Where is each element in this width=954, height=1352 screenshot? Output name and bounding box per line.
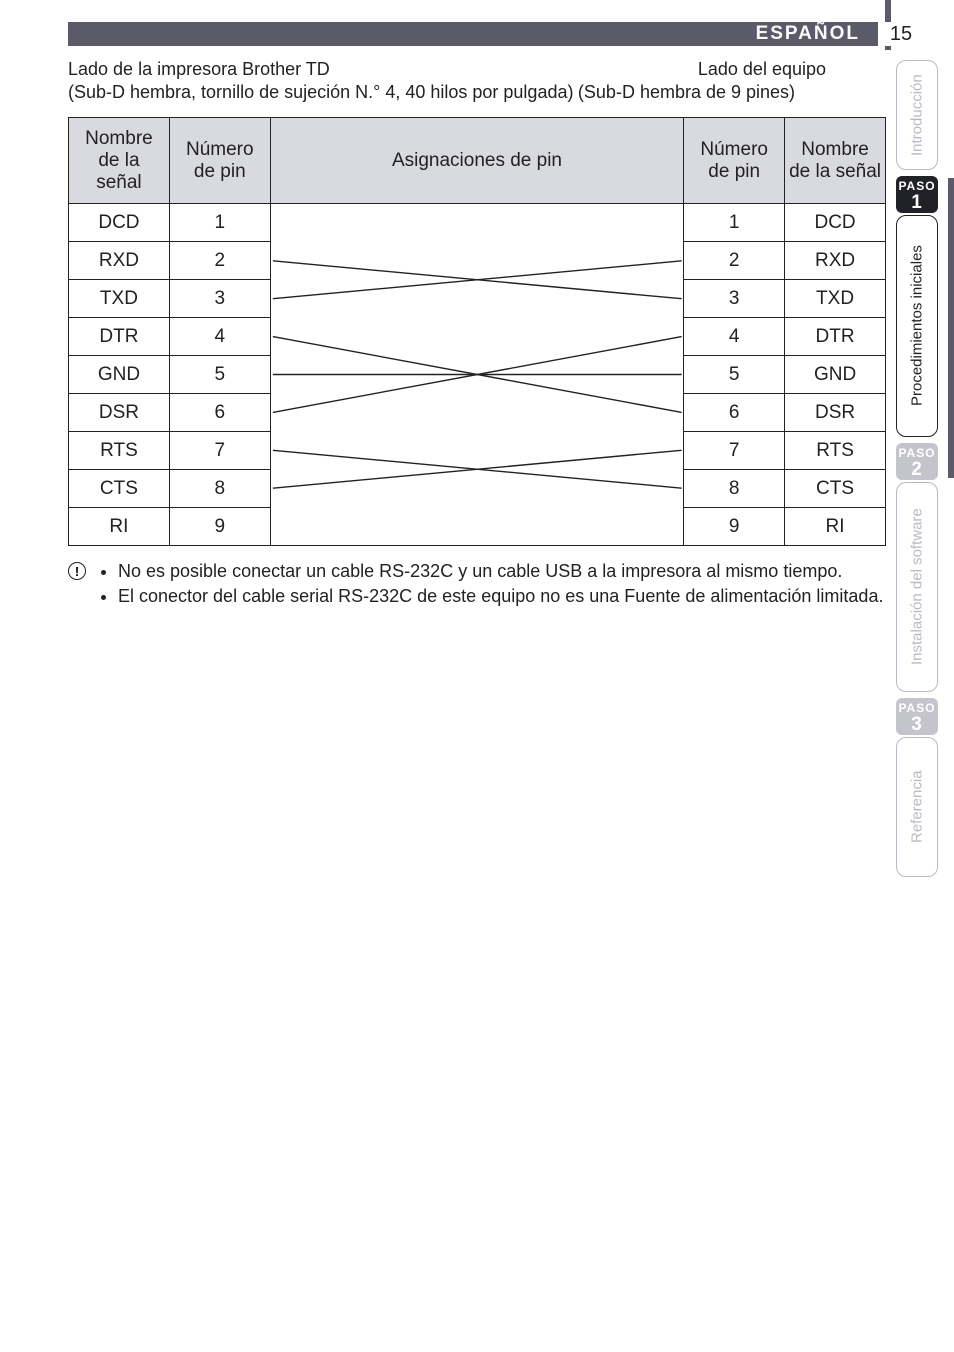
paso-2-badge: PASO 2 bbox=[896, 443, 938, 480]
table-header-row: Nombre de la señal Número de pin Asignac… bbox=[69, 118, 886, 204]
cell-pin-right: 2 bbox=[684, 242, 785, 280]
warning-notes: ! No es posible conectar un cable RS-232… bbox=[68, 560, 886, 611]
paso-label: PASO bbox=[898, 446, 935, 460]
paso-3-number: 3 bbox=[896, 715, 938, 734]
note-item: El conector del cable serial RS-232C de … bbox=[118, 585, 883, 608]
nav-tab-referencia[interactable]: Referencia bbox=[896, 737, 938, 877]
page-number: 15 bbox=[878, 22, 924, 46]
cell-pin-right: 5 bbox=[684, 356, 785, 394]
th-signal-left: Nombre de la señal bbox=[69, 118, 170, 204]
cell-signal-right: DSR bbox=[785, 394, 886, 432]
paso-1-number: 1 bbox=[896, 193, 938, 212]
cell-pin-right: 8 bbox=[684, 470, 785, 508]
cell-signal-right: TXD bbox=[785, 280, 886, 318]
cell-pin-right: 1 bbox=[684, 204, 785, 242]
cell-signal-left: DCD bbox=[69, 204, 170, 242]
cell-pin-left: 4 bbox=[169, 318, 270, 356]
wiring-diagram-cell bbox=[270, 204, 684, 546]
paso-label: PASO bbox=[898, 701, 935, 715]
cell-pin-right: 9 bbox=[684, 508, 785, 546]
cell-signal-right: DTR bbox=[785, 318, 886, 356]
wiring-svg bbox=[271, 204, 684, 545]
notes-list: No es posible conectar un cable RS-232C … bbox=[100, 560, 883, 611]
cell-signal-left: DTR bbox=[69, 318, 170, 356]
side-accent-strip bbox=[948, 178, 954, 478]
paso-2-number: 2 bbox=[896, 460, 938, 479]
th-signal-right: Nombre de la señal bbox=[785, 118, 886, 204]
top-header-bar: ESPAÑOL 15 bbox=[68, 22, 924, 46]
th-pin-right: Número de pin bbox=[684, 118, 785, 204]
cell-pin-left: 7 bbox=[169, 432, 270, 470]
cell-signal-left: DSR bbox=[69, 394, 170, 432]
paso-3-badge: PASO 3 bbox=[896, 698, 938, 735]
cell-signal-right: RXD bbox=[785, 242, 886, 280]
cell-signal-left: TXD bbox=[69, 280, 170, 318]
pin-assignment-table: Nombre de la señal Número de pin Asignac… bbox=[68, 117, 886, 546]
cell-pin-right: 3 bbox=[684, 280, 785, 318]
main-content: Lado de la impresora Brother TD Lado del… bbox=[68, 58, 886, 611]
cell-pin-left: 6 bbox=[169, 394, 270, 432]
th-assignments: Asignaciones de pin bbox=[270, 118, 684, 204]
cell-pin-left: 2 bbox=[169, 242, 270, 280]
computer-side-title: Lado del equipo bbox=[698, 58, 886, 81]
cell-signal-right: RTS bbox=[785, 432, 886, 470]
cell-signal-left: RTS bbox=[69, 432, 170, 470]
note-item: No es posible conectar un cable RS-232C … bbox=[118, 560, 883, 583]
cell-signal-left: RXD bbox=[69, 242, 170, 280]
cell-signal-right: DCD bbox=[785, 204, 886, 242]
printer-side-title: Lado de la impresora Brother TD bbox=[68, 58, 330, 81]
cell-signal-left: RI bbox=[69, 508, 170, 546]
warning-icon: ! bbox=[68, 562, 86, 580]
cell-signal-right: GND bbox=[785, 356, 886, 394]
cell-pin-left: 1 bbox=[169, 204, 270, 242]
cell-pin-left: 9 bbox=[169, 508, 270, 546]
nav-tab-introduccion[interactable]: Introducción bbox=[896, 60, 938, 170]
cell-pin-left: 5 bbox=[169, 356, 270, 394]
nav-tab-instalacion[interactable]: Instalación del software bbox=[896, 482, 938, 692]
cell-signal-left: CTS bbox=[69, 470, 170, 508]
computer-side-sub: (Sub-D hembra de 9 pines) bbox=[578, 82, 795, 102]
cell-pin-right: 7 bbox=[684, 432, 785, 470]
cell-signal-right: RI bbox=[785, 508, 886, 546]
paso-label: PASO bbox=[898, 179, 935, 193]
th-pin-left: Número de pin bbox=[169, 118, 270, 204]
cell-pin-right: 4 bbox=[684, 318, 785, 356]
language-label: ESPAÑOL bbox=[756, 23, 878, 45]
paso-1-badge: PASO 1 bbox=[896, 176, 938, 213]
nav-tab-procedimientos[interactable]: Procedimientos iniciales bbox=[896, 215, 938, 437]
side-navigation: Introducción PASO 1 Procedimientos inici… bbox=[892, 60, 942, 883]
cell-pin-right: 6 bbox=[684, 394, 785, 432]
cell-pin-left: 8 bbox=[169, 470, 270, 508]
cell-signal-left: GND bbox=[69, 356, 170, 394]
cell-signal-right: CTS bbox=[785, 470, 886, 508]
table-row: DCD11DCD bbox=[69, 204, 886, 242]
printer-side-sub: (Sub-D hembra, tornillo de sujeción N.° … bbox=[68, 82, 573, 102]
intro-subtitles-row: (Sub-D hembra, tornillo de sujeción N.° … bbox=[68, 81, 886, 104]
cell-pin-left: 3 bbox=[169, 280, 270, 318]
intro-titles-row: Lado de la impresora Brother TD Lado del… bbox=[68, 58, 886, 81]
